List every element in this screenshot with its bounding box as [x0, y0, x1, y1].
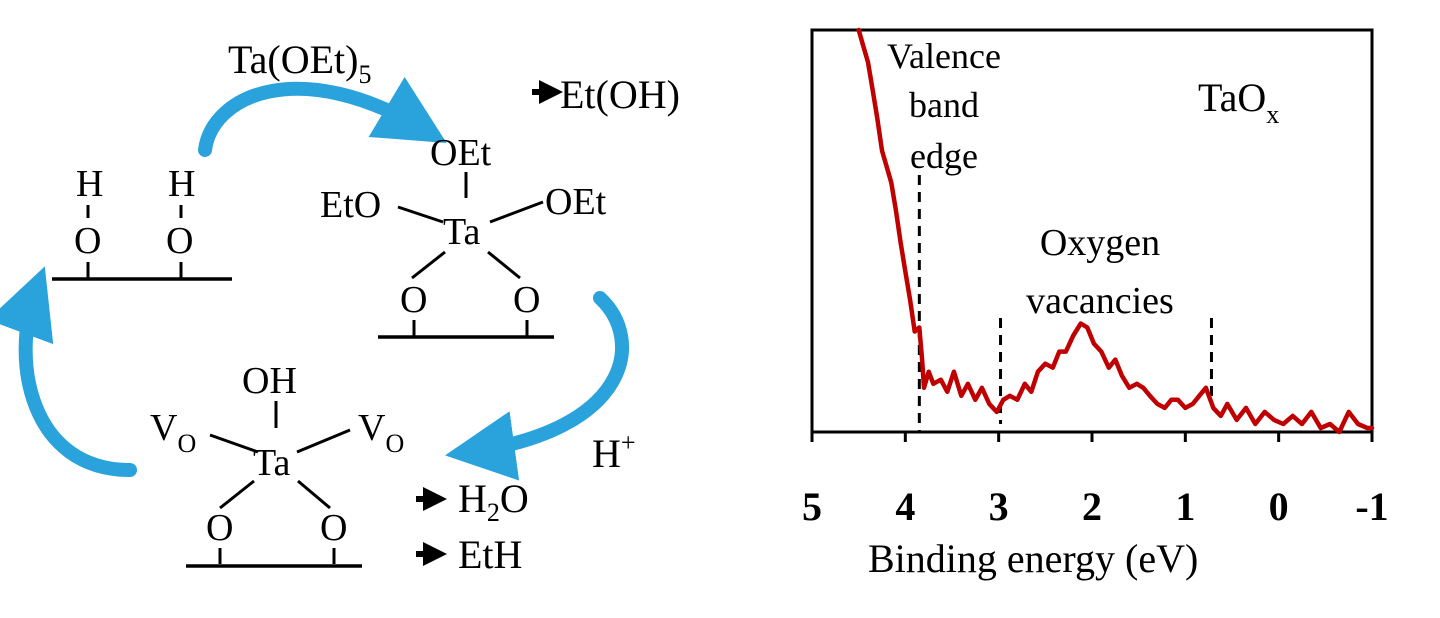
valence-band-edge-label: band: [909, 85, 979, 125]
oxygen-vacancies-label: vacancies: [1026, 280, 1174, 322]
spectrum-series-line: [856, 27, 1375, 435]
hydroxyl-surface: H O H O: [52, 163, 232, 281]
x-axis-ticks: [810, 432, 1374, 442]
svg-text:OH: OH: [242, 360, 297, 402]
svg-text:H: H: [168, 163, 195, 205]
x-tick-label-2: 3: [989, 484, 1009, 529]
byproduct-water: H2O: [416, 476, 529, 527]
x-axis-tick-labels: 5 4 3 2 1 0 -1: [802, 484, 1389, 529]
chart-annotations: Valence band edge Oxygen vacancies: [887, 36, 1213, 432]
svg-text:O: O: [206, 507, 233, 549]
ta-ethoxide-complex: OEt EtO OEt Ta O O: [320, 132, 607, 339]
spectrum-chart: 5 4 3 2 1 0 -1 ValencebandedgeOxygenvacancies …: [802, 27, 1389, 581]
svg-text:EtH: EtH: [458, 532, 522, 577]
svg-text:H: H: [76, 163, 103, 205]
cycle-arrow-right: [445, 291, 629, 481]
svg-text:OEt: OEt: [430, 132, 492, 174]
byproduct-ethanol: Et(OH): [532, 72, 680, 117]
svg-text:EtO: EtO: [320, 184, 381, 226]
svg-text:H2O: H2O: [458, 476, 529, 527]
svg-text:Et(OH): Et(OH): [560, 72, 680, 117]
x-tick-label-6: -1: [1355, 484, 1388, 529]
x-tick-label-1: 4: [895, 484, 915, 529]
svg-text:Ta: Ta: [443, 211, 481, 253]
svg-text:VO: VO: [150, 407, 196, 458]
x-axis-title: Binding energy (eV): [868, 536, 1198, 581]
oxygen-vacancies-label: Oxygen: [1040, 222, 1160, 264]
svg-text:O: O: [74, 220, 101, 262]
svg-text:Ta: Ta: [253, 442, 291, 484]
svg-text:O: O: [166, 220, 193, 262]
precursor-label: Ta(OEt)5: [228, 37, 371, 89]
x-tick-label-4: 1: [1175, 484, 1195, 529]
svg-text:O: O: [513, 279, 540, 321]
svg-text:OEt: OEt: [545, 181, 607, 223]
svg-text:O: O: [320, 507, 347, 549]
reduced-ta-complex: OH VO VO Ta O O: [150, 360, 404, 568]
svg-text:VO: VO: [358, 407, 404, 458]
inset-label: TaOx: [1198, 75, 1279, 129]
reaction-scheme: Ta(OEt)5 Et(OH) H O H O OEt EtO: [0, 37, 680, 577]
valence-band-edge-label: edge: [910, 136, 978, 176]
x-tick-label-3: 2: [1082, 484, 1102, 529]
proton-label: H+: [592, 428, 636, 476]
valence-band-edge-label: Valence: [887, 36, 1001, 76]
cycle-arrow-top: [198, 76, 447, 157]
byproduct-ethane: EtH: [416, 532, 522, 577]
cycle-arrow-left: [0, 266, 137, 477]
x-tick-label-5: 0: [1269, 484, 1289, 529]
x-tick-label-0: 5: [802, 484, 822, 529]
svg-text:O: O: [400, 279, 427, 321]
